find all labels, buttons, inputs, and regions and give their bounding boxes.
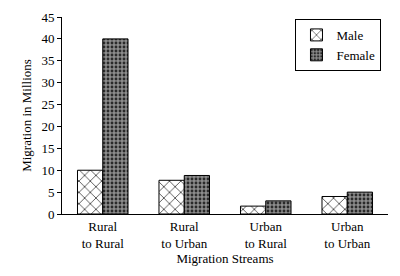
svg-text:Urbanto Rural: Urbanto Rural bbox=[245, 219, 288, 251]
svg-text:5: 5 bbox=[48, 185, 55, 200]
svg-text:40: 40 bbox=[41, 31, 54, 46]
svg-text:Migration Streams: Migration Streams bbox=[176, 251, 273, 266]
svg-text:45: 45 bbox=[41, 10, 54, 25]
svg-text:Female: Female bbox=[336, 48, 374, 63]
svg-text:Urbanto Urban: Urbanto Urban bbox=[324, 219, 370, 251]
svg-text:30: 30 bbox=[41, 75, 54, 90]
svg-text:25: 25 bbox=[41, 97, 54, 112]
svg-text:Ruralto Urban: Ruralto Urban bbox=[161, 219, 207, 251]
svg-text:Ruralto Rural: Ruralto Rural bbox=[82, 219, 125, 251]
svg-text:0: 0 bbox=[48, 207, 55, 222]
svg-text:Male: Male bbox=[336, 28, 363, 43]
svg-text:35: 35 bbox=[41, 53, 54, 68]
svg-text:20: 20 bbox=[41, 119, 54, 134]
svg-text:Migration in Millions: Migration in Millions bbox=[19, 59, 34, 172]
svg-text:15: 15 bbox=[41, 141, 54, 156]
svg-text:10: 10 bbox=[41, 163, 54, 178]
